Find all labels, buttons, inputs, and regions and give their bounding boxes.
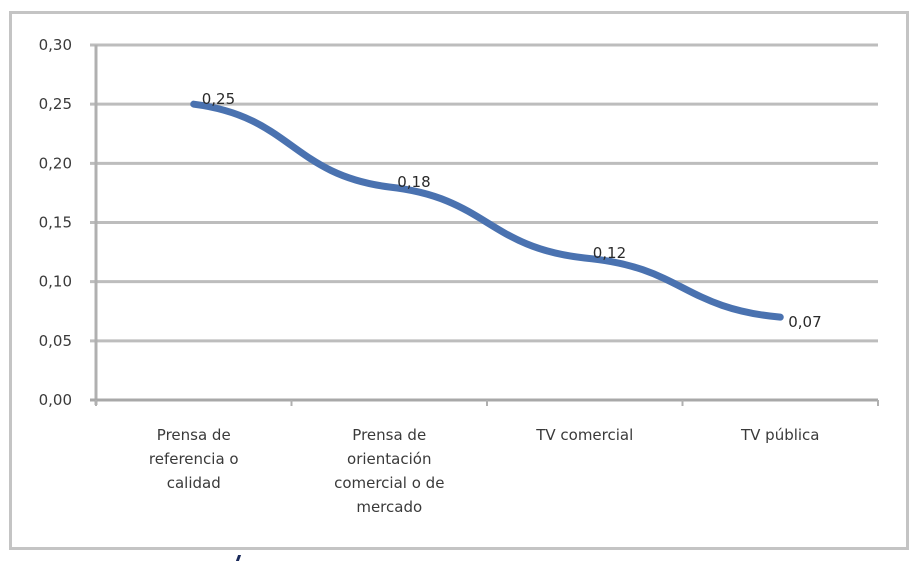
x-category-label: TV comercial <box>535 426 633 444</box>
axes <box>90 45 879 406</box>
x-category-label: Prensa de <box>352 426 426 444</box>
y-tick-label: 0,10 <box>39 273 72 291</box>
x-category-label: orientación <box>347 450 431 468</box>
y-tick-label: 0,20 <box>39 154 72 172</box>
x-category-label: comercial o de <box>334 474 444 492</box>
data-label: 0,18 <box>397 173 430 191</box>
data-label: 0,25 <box>202 90 235 108</box>
x-category-label: mercado <box>356 498 422 516</box>
y-tick-label: 0,30 <box>39 36 72 54</box>
x-category-label: TV pública <box>740 426 820 444</box>
x-axis-labels: Prensa de referencia o calidad Prensa de ori… <box>149 426 820 516</box>
x-category-label: calidad <box>167 474 221 492</box>
x-category-label: referencia o <box>149 450 239 468</box>
x-category-label: Prensa de <box>157 426 231 444</box>
y-axis-labels: 0,00 0,05 0,10 0,15 0,20 0,25 0,30 <box>39 36 72 409</box>
y-tick-label: 0,15 <box>39 214 72 232</box>
y-tick-label: 0,00 <box>39 391 72 409</box>
y-tick-label: 0,25 <box>39 95 72 113</box>
y-tick-label: 0,05 <box>39 332 72 350</box>
data-label: 0,12 <box>593 244 626 262</box>
gridlines <box>90 43 878 343</box>
data-labels: 0,25 0,18 0,12 0,07 <box>202 90 822 331</box>
data-series <box>190 100 784 321</box>
data-label: 0,07 <box>788 313 821 331</box>
series-line <box>190 100 784 321</box>
